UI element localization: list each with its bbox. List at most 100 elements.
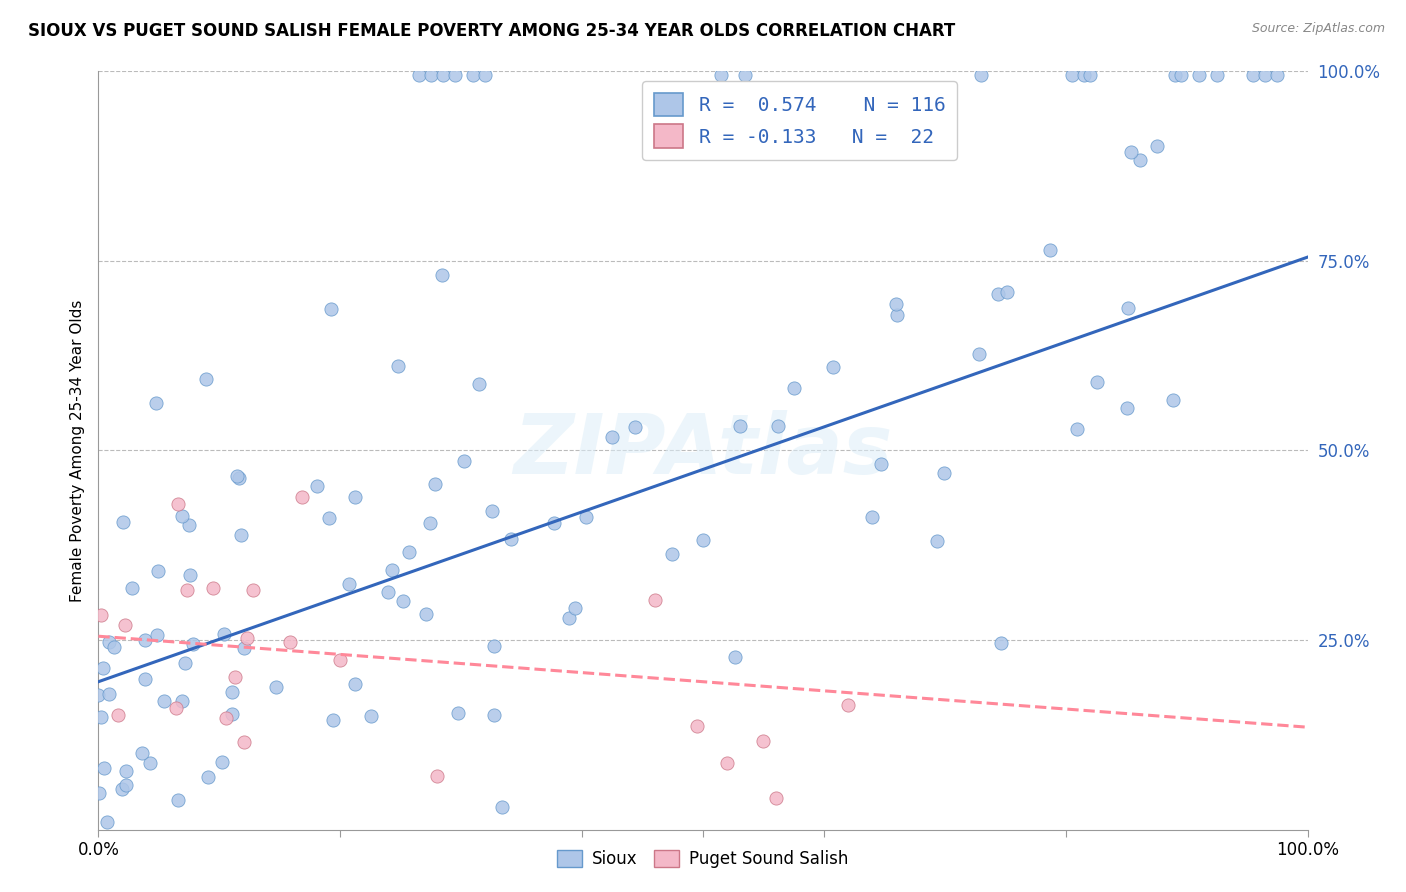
Point (543, 516, 565, 530)
Point (1039, 243, 1062, 257)
Point (482, 639, 505, 653)
Point (624, 420, 647, 434)
Point (1066, 422, 1088, 436)
Point (229, 527, 252, 541)
Point (482, 707, 505, 722)
Point (111, 515, 134, 529)
Point (686, 718, 709, 732)
Point (232, 735, 254, 749)
Point (430, 268, 453, 282)
Point (1116, 401, 1139, 416)
Y-axis label: Female Poverty Among 25-34 Year Olds: Female Poverty Among 25-34 Year Olds (69, 300, 84, 601)
Point (87, 786, 110, 800)
Point (499, 532, 522, 546)
Point (1129, 153, 1152, 168)
Point (432, 68, 454, 82)
Point (661, 547, 683, 561)
Point (221, 706, 243, 721)
Point (860, 510, 883, 524)
Point (419, 516, 441, 530)
Text: ZIPAtlas: ZIPAtlas (513, 410, 893, 491)
Point (644, 593, 666, 607)
Point (226, 468, 249, 483)
Point (339, 577, 361, 591)
Point (1188, 68, 1211, 82)
Point (420, 68, 443, 82)
Point (176, 582, 198, 597)
Point (87, 688, 110, 702)
Point (170, 508, 193, 523)
Point (121, 581, 143, 595)
Point (934, 467, 956, 481)
Point (1085, 375, 1108, 389)
Point (1170, 68, 1192, 82)
Point (1119, 145, 1142, 159)
Point (235, 632, 257, 646)
Point (600, 430, 623, 444)
Point (1241, 68, 1264, 82)
Point (408, 68, 430, 82)
Point (463, 68, 485, 82)
Point (179, 567, 201, 582)
Point (392, 593, 415, 607)
Point (398, 544, 420, 558)
Point (728, 418, 751, 433)
Point (174, 657, 197, 671)
Point (481, 504, 503, 518)
Point (165, 701, 187, 715)
Point (869, 458, 891, 472)
Legend: R =  0.574    N = 116, R = -0.133   N =  22: R = 0.574 N = 116, R = -0.133 N = 22 (643, 81, 957, 160)
Point (329, 653, 352, 667)
Point (183, 637, 205, 651)
Point (886, 308, 908, 322)
Point (1073, 68, 1095, 82)
Point (172, 693, 194, 707)
Point (491, 800, 513, 814)
Point (1163, 392, 1185, 407)
Point (444, 68, 467, 82)
Point (343, 491, 366, 505)
Point (167, 793, 190, 807)
Point (1060, 68, 1083, 82)
Point (214, 711, 236, 725)
Point (765, 791, 787, 805)
Point (1163, 68, 1185, 82)
Point (1146, 139, 1168, 153)
Point (837, 698, 859, 712)
Point (710, 68, 733, 82)
Point (91, 660, 114, 674)
Point (752, 734, 775, 748)
Legend: Sioux, Puget Sound Salish: Sioux, Puget Sound Salish (551, 843, 855, 875)
Point (146, 564, 169, 578)
Point (264, 680, 287, 694)
Point (360, 708, 382, 723)
Point (103, 640, 125, 654)
Point (692, 533, 714, 548)
Point (768, 418, 790, 433)
Point (575, 509, 598, 524)
Point (1116, 301, 1139, 315)
Point (221, 685, 243, 699)
Point (318, 511, 340, 525)
Point (90, 608, 112, 623)
Point (307, 479, 329, 493)
Point (425, 477, 447, 491)
Point (426, 769, 449, 783)
Point (139, 756, 162, 770)
Point (107, 707, 129, 722)
Point (134, 633, 156, 648)
Point (197, 770, 219, 784)
Point (467, 376, 489, 391)
Point (228, 471, 250, 485)
Point (927, 534, 949, 549)
Point (415, 607, 437, 622)
Point (145, 396, 167, 410)
Point (242, 582, 264, 597)
Point (224, 670, 246, 684)
Point (1206, 68, 1229, 82)
Point (211, 756, 233, 770)
Point (990, 636, 1012, 650)
Point (96, 815, 118, 830)
Point (97, 687, 120, 701)
Point (212, 627, 235, 641)
